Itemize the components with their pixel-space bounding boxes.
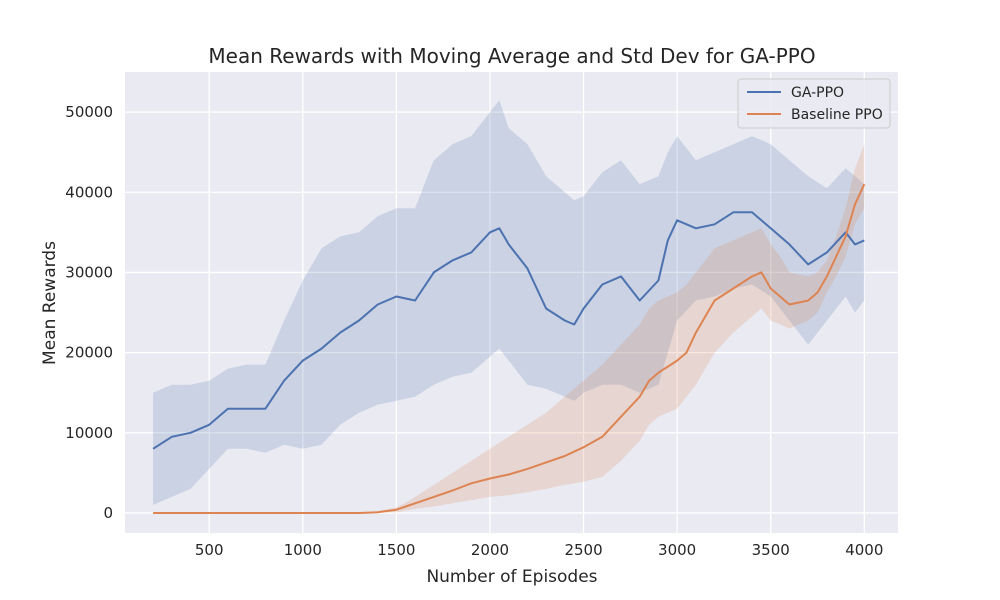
std-band-ga-ppo xyxy=(153,100,865,505)
y-tick-label: 30000 xyxy=(65,263,113,281)
y-tick-label: 10000 xyxy=(65,424,113,442)
y-tick-label: 40000 xyxy=(65,183,113,201)
x-tick-label: 3500 xyxy=(752,541,790,559)
x-tick-label: 500 xyxy=(195,541,224,559)
tick-labels: 500 1000 1500 2000 2500 3000 3500 4000010000200… xyxy=(65,103,883,559)
y-axis-label: Mean Rewards xyxy=(40,241,60,365)
y-tick-label: 20000 xyxy=(65,344,113,362)
legend-label-baseline-ppo: Baseline PPO xyxy=(791,107,883,123)
y-tick-label: 0 xyxy=(103,504,113,522)
x-tick-label: 1000 xyxy=(284,541,322,559)
std-band-baseline-ppo xyxy=(153,144,865,513)
chart-title: Mean Rewards with Moving Average and Std… xyxy=(208,44,815,68)
series-line-ga-ppo xyxy=(152,211,865,450)
x-tick-label: 2500 xyxy=(564,541,602,559)
x-tick-label: 4000 xyxy=(845,541,883,559)
grid-lines xyxy=(125,72,898,533)
std-dev-bands xyxy=(153,100,865,513)
plot-area xyxy=(125,72,898,533)
series-lines xyxy=(152,183,866,514)
legend: GA-PPO Baseline PPO xyxy=(737,78,891,129)
x-tick-label: 3000 xyxy=(658,541,696,559)
x-tick-label: 1500 xyxy=(377,541,415,559)
y-tick-label: 50000 xyxy=(65,103,113,121)
legend-label-ga-ppo: GA-PPO xyxy=(791,85,844,101)
x-tick-label: 2000 xyxy=(471,541,509,559)
series-line-baseline-ppo xyxy=(153,183,866,514)
x-axis-label: Number of Episodes xyxy=(426,567,597,587)
